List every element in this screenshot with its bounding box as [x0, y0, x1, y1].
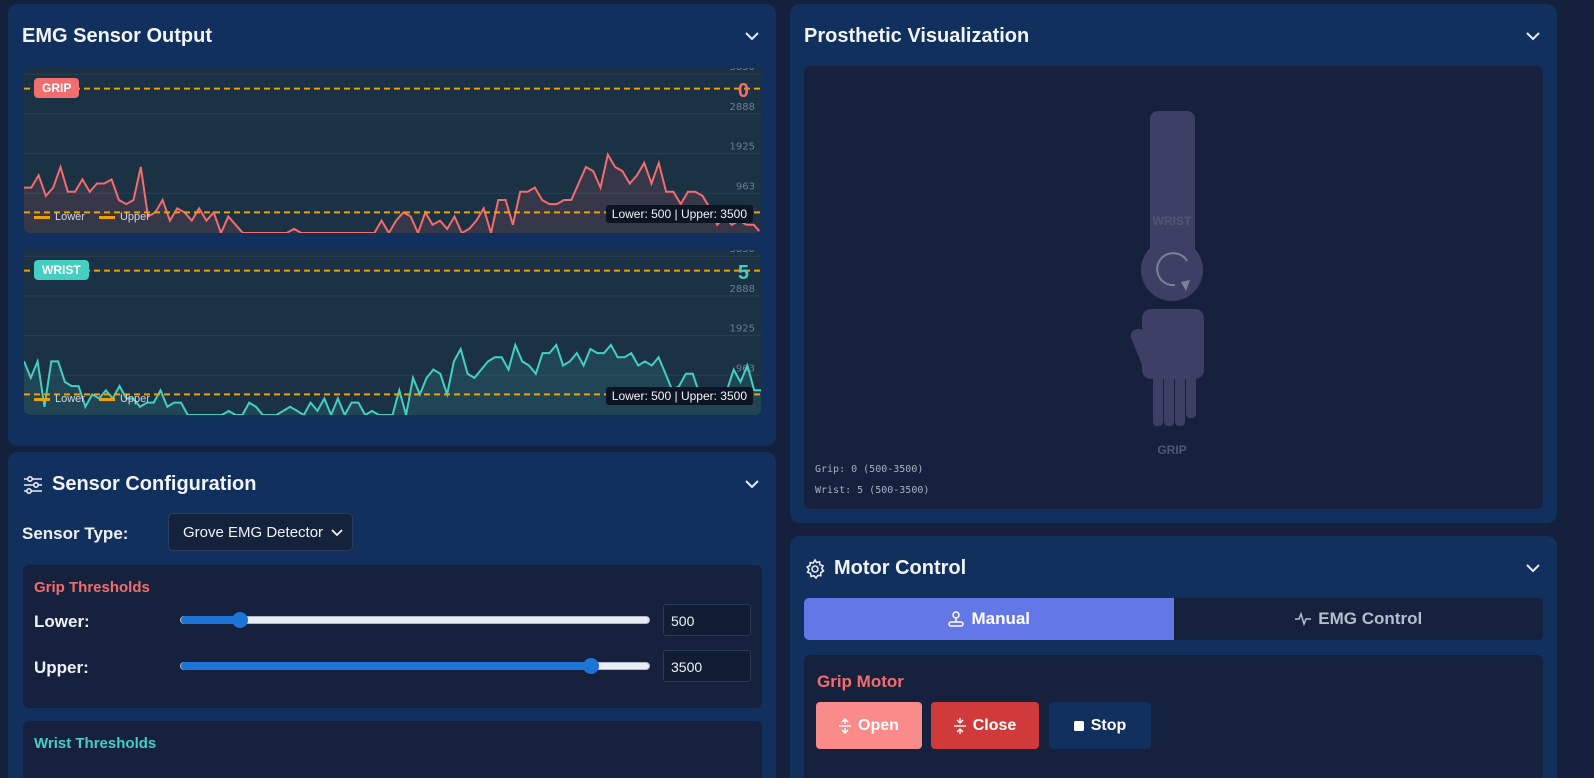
grip-thresholds-card: Grip Thresholds Lower: 500 Upper: 3500	[23, 565, 762, 708]
chevron-down-icon	[331, 529, 343, 537]
expand-icon	[839, 717, 852, 734]
chevron-down-icon[interactable]	[1523, 26, 1543, 46]
signal-line	[24, 341, 761, 415]
wrist-status-text: Wrist: 5 (500-3500)	[815, 485, 930, 496]
slider-fill	[181, 662, 591, 670]
thumb-segment	[1130, 328, 1158, 374]
wrist-thresholds-title: Wrist Thresholds	[34, 735, 157, 752]
signal-area	[24, 154, 761, 233]
prosthetic-viz-panel: Prosthetic Visualization WRIST GRIP Grip…	[790, 4, 1557, 523]
open-button[interactable]: Open	[816, 702, 922, 749]
slider-fill	[181, 616, 240, 624]
tab-emg-control[interactable]: EMG Control	[1174, 598, 1544, 640]
stop-icon	[1073, 720, 1084, 731]
finger-segment	[1164, 372, 1174, 426]
finger-segment	[1186, 372, 1196, 418]
signal-line	[24, 151, 761, 233]
grip-thresholds-title: Grip Thresholds	[34, 579, 150, 596]
wrist-thresholds-card: Wrist Thresholds	[23, 721, 762, 778]
prosthetic-arm-drawing: WRIST GRIP	[1130, 111, 1204, 457]
chevron-down-icon[interactable]	[1523, 558, 1543, 578]
palm-segment	[1142, 309, 1204, 379]
tab-emg-label: EMG Control	[1318, 609, 1423, 628]
wrist-legend: Lower Upper	[34, 393, 150, 405]
config-title-text: Sensor Configuration	[52, 473, 257, 495]
wrist-threshold-tag: Lower: 500 | Upper: 3500	[605, 387, 753, 405]
viz-panel-title: Prosthetic Visualization	[804, 25, 1030, 47]
sensor-type-value: Grove EMG Detector	[183, 524, 324, 541]
tick-label: 3850	[730, 250, 755, 255]
legend-lower: Lower	[34, 211, 85, 223]
grip-lower-slider[interactable]	[180, 612, 650, 628]
motor-mode-tabs: Manual EMG Control	[804, 598, 1543, 640]
legend-upper: Upper	[98, 393, 150, 405]
pulse-icon	[1295, 611, 1312, 627]
grip-upper-slider[interactable]	[180, 658, 650, 674]
rotate-icon	[1156, 252, 1188, 287]
sensor-type-select[interactable]: Grove EMG Detector	[168, 513, 353, 551]
slider-handle[interactable]	[582, 658, 599, 674]
chevron-down-icon[interactable]	[742, 26, 762, 46]
emg-panel-title: EMG Sensor Output	[22, 25, 212, 47]
forearm-segment	[1150, 111, 1195, 261]
tab-manual[interactable]: Manual	[804, 598, 1174, 640]
motor-panel-title: Motor Control	[804, 557, 966, 580]
grip-status-text: Grip: 0 (500-3500)	[815, 464, 924, 475]
sensor-type-label: Sensor Type:	[22, 524, 129, 543]
grip-threshold-tag: Lower: 500 | Upper: 3500	[605, 205, 753, 223]
chevron-down-icon[interactable]	[742, 474, 762, 494]
grip-emg-chart: 3850 2888 1925 963 GRIP 0 Lower Upper Lower…	[24, 68, 761, 233]
wrist-joint	[1141, 239, 1203, 301]
grip-label: GRIP	[1157, 443, 1186, 457]
grip-lower-label: Lower:	[34, 612, 90, 631]
tab-manual-label: Manual	[971, 609, 1031, 628]
compress-icon	[953, 717, 966, 734]
joystick-icon	[948, 611, 965, 627]
grip-motor-title: Grip Motor	[817, 672, 904, 691]
grip-upper-input[interactable]: 3500	[663, 650, 751, 682]
finger-segment	[1175, 372, 1185, 426]
finger-segment	[1153, 372, 1163, 426]
wrist-emg-chart: 385028881925963 WRIST 5 Lower Upper Lowe…	[24, 250, 761, 415]
legend-upper: Upper	[98, 211, 150, 223]
legend-lower: Lower	[34, 393, 85, 405]
grip-badge: GRIP	[34, 78, 80, 98]
motor-title-text: Motor Control	[834, 557, 967, 579]
sensor-config-panel: Sensor Configuration Sensor Type: Grove …	[8, 452, 776, 778]
tick-label: 2888	[730, 102, 755, 113]
wrist-label: WRIST	[1153, 214, 1192, 228]
stop-button[interactable]: Stop	[1049, 702, 1151, 749]
grip-motor-card: Grip Motor Open Close Stop	[804, 655, 1543, 778]
tick-label: 2888	[730, 284, 755, 295]
tick-label: 1925	[730, 324, 755, 335]
grip-lower-input[interactable]: 500	[663, 604, 751, 636]
wrist-value: 5	[737, 262, 749, 284]
wrist-badge: WRIST	[34, 260, 89, 280]
motor-control-panel: Motor Control Manual EMG Control Grip Mo…	[790, 536, 1557, 778]
slider-handle[interactable]	[231, 612, 248, 628]
close-button-label: Close	[972, 716, 1017, 734]
grip-upper-label: Upper:	[34, 658, 89, 677]
close-button[interactable]: Close	[931, 702, 1039, 749]
emg-sensor-panel: EMG Sensor Output 3850 2888 1925 963 GRIP 0…	[8, 4, 776, 446]
gear-icon	[806, 557, 825, 579]
grip-legend: Lower Upper	[34, 211, 150, 223]
grip-value: 0	[737, 80, 749, 102]
stop-button-label: Stop	[1090, 716, 1127, 734]
open-button-label: Open	[858, 716, 899, 734]
prosthetic-canvas: WRIST GRIP Grip: 0 (500-3500) Wrist: 5 (…	[804, 66, 1543, 509]
config-panel-title: Sensor Configuration	[22, 473, 256, 496]
tick-label: 963	[736, 181, 755, 192]
tick-label: 1925	[730, 142, 755, 153]
signal-area	[24, 344, 761, 415]
tick-label: 3850	[730, 68, 755, 73]
sliders-icon	[24, 475, 42, 494]
